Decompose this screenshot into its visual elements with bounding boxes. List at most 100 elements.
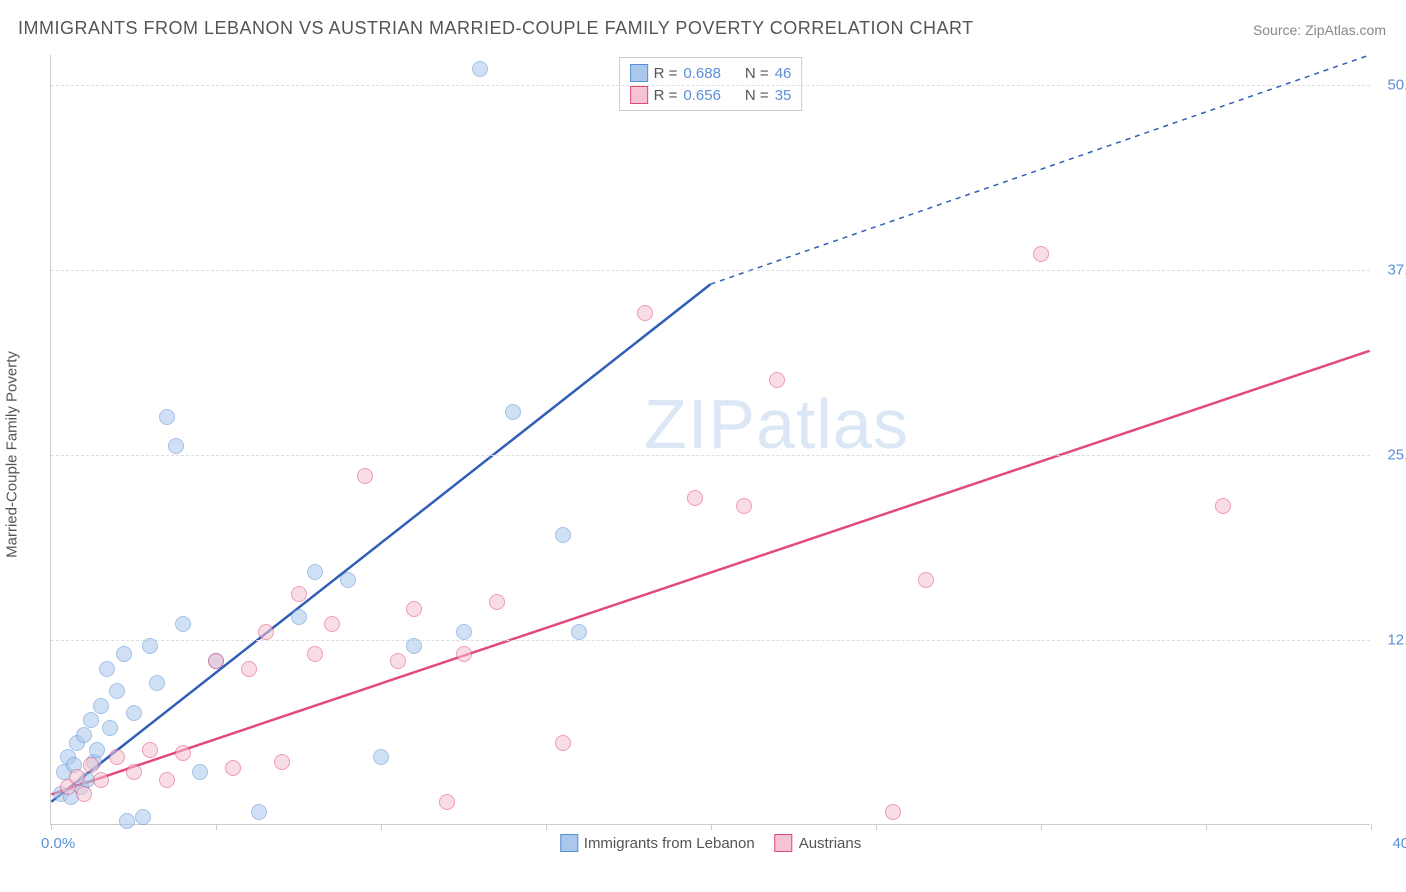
data-point (258, 624, 274, 640)
data-point (406, 638, 422, 654)
data-point (489, 594, 505, 610)
data-point (1033, 246, 1049, 262)
data-point (142, 638, 158, 654)
data-point (505, 404, 521, 420)
data-point (93, 698, 109, 714)
x-tick (51, 824, 52, 830)
chart-title: IMMIGRANTS FROM LEBANON VS AUSTRIAN MARR… (18, 18, 974, 39)
data-point (687, 490, 703, 506)
data-point (456, 646, 472, 662)
gridline (51, 455, 1370, 456)
data-point (175, 616, 191, 632)
data-point (69, 769, 85, 785)
y-tick-label: 25.0% (1387, 446, 1406, 463)
series-legend: Immigrants from Lebanon Austrians (560, 834, 861, 852)
data-point (274, 754, 290, 770)
data-point (390, 653, 406, 669)
legend-r-value: 0.656 (683, 87, 721, 104)
data-point (340, 572, 356, 588)
watermark-text: ZIPatlas (644, 384, 909, 464)
data-point (251, 804, 267, 820)
data-point (885, 804, 901, 820)
x-tick (876, 824, 877, 830)
x-tick (216, 824, 217, 830)
legend-n-value: 35 (775, 87, 792, 104)
legend-n-label: N = (745, 65, 769, 82)
data-point (324, 616, 340, 632)
legend-swatch (560, 834, 578, 852)
data-point (76, 727, 92, 743)
legend-swatch (630, 64, 648, 82)
data-point (406, 601, 422, 617)
data-point (456, 624, 472, 640)
data-point (99, 661, 115, 677)
data-point (89, 742, 105, 758)
x-axis-max-label: 40.0% (1392, 835, 1406, 852)
legend-row: R = 0.688 N = 46 (630, 62, 792, 84)
gridline (51, 270, 1370, 271)
legend-item: Austrians (775, 834, 862, 852)
data-point (918, 572, 934, 588)
data-point (126, 764, 142, 780)
data-point (769, 372, 785, 388)
data-point (135, 809, 151, 825)
data-point (192, 764, 208, 780)
legend-n-label: N = (745, 87, 769, 104)
gridline (51, 85, 1370, 86)
data-point (208, 653, 224, 669)
data-point (93, 772, 109, 788)
data-point (175, 745, 191, 761)
data-point (149, 675, 165, 691)
x-tick (1041, 824, 1042, 830)
data-point (241, 661, 257, 677)
data-point (109, 683, 125, 699)
data-point (225, 760, 241, 776)
data-point (357, 468, 373, 484)
data-point (116, 646, 132, 662)
data-point (439, 794, 455, 810)
data-point (736, 498, 752, 514)
data-point (159, 772, 175, 788)
x-tick (381, 824, 382, 830)
data-point (307, 564, 323, 580)
legend-label: Immigrants from Lebanon (584, 835, 755, 852)
data-point (126, 705, 142, 721)
x-tick (1206, 824, 1207, 830)
gridline (51, 640, 1370, 641)
y-tick-label: 50.0% (1387, 76, 1406, 93)
legend-label: Austrians (799, 835, 862, 852)
data-point (571, 624, 587, 640)
x-tick (546, 824, 547, 830)
data-point (76, 786, 92, 802)
data-point (102, 720, 118, 736)
data-point (472, 61, 488, 77)
x-tick (711, 824, 712, 830)
legend-row: R = 0.656 N = 35 (630, 84, 792, 106)
y-tick-label: 12.5% (1387, 631, 1406, 648)
data-point (555, 735, 571, 751)
source-label: Source: ZipAtlas.com (1253, 22, 1386, 38)
data-point (109, 749, 125, 765)
data-point (83, 712, 99, 728)
x-axis-min-label: 0.0% (41, 835, 75, 852)
data-point (142, 742, 158, 758)
data-point (168, 438, 184, 454)
data-point (291, 586, 307, 602)
data-point (1215, 498, 1231, 514)
x-tick (1371, 824, 1372, 830)
legend-swatch (775, 834, 793, 852)
legend-r-label: R = (654, 65, 678, 82)
y-axis-label: Married-Couple Family Poverty (4, 351, 21, 558)
legend-r-label: R = (654, 87, 678, 104)
trend-lines-layer (51, 55, 1370, 824)
data-point (307, 646, 323, 662)
legend-n-value: 46 (775, 65, 792, 82)
data-point (373, 749, 389, 765)
data-point (119, 813, 135, 829)
data-point (83, 757, 99, 773)
legend-item: Immigrants from Lebanon (560, 834, 755, 852)
y-tick-label: 37.5% (1387, 261, 1406, 278)
data-point (555, 527, 571, 543)
legend-r-value: 0.688 (683, 65, 721, 82)
chart-plot-area: ZIPatlas R =0.688N =46R =0.656N =35 Immi… (50, 55, 1370, 825)
